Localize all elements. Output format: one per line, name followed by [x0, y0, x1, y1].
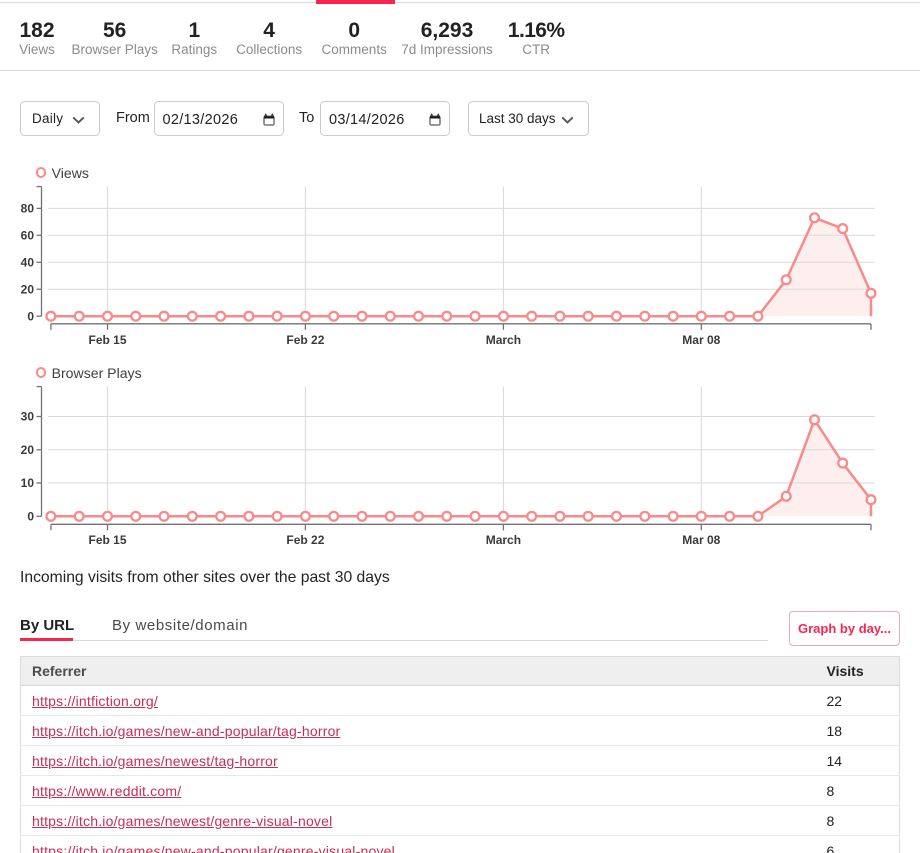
svg-text:Feb 22: Feb 22	[286, 533, 324, 547]
svg-text:20: 20	[21, 282, 35, 296]
svg-text:Mar 08: Mar 08	[682, 333, 720, 347]
svg-text:30: 30	[21, 410, 35, 424]
svg-text:40: 40	[21, 256, 35, 270]
svg-text:Feb 22: Feb 22	[286, 333, 324, 347]
svg-text:Feb 15: Feb 15	[88, 333, 126, 347]
svg-text:0: 0	[27, 309, 34, 323]
svg-text:March: March	[486, 333, 521, 347]
svg-text:10: 10	[21, 476, 35, 490]
svg-text:80: 80	[21, 202, 35, 216]
svg-text:60: 60	[21, 229, 35, 243]
svg-text:Mar 08: Mar 08	[682, 533, 720, 547]
svg-text:20: 20	[21, 443, 35, 457]
svg-text:Feb 15: Feb 15	[88, 533, 126, 547]
svg-text:March: March	[486, 533, 521, 547]
svg-text:0: 0	[27, 510, 34, 524]
